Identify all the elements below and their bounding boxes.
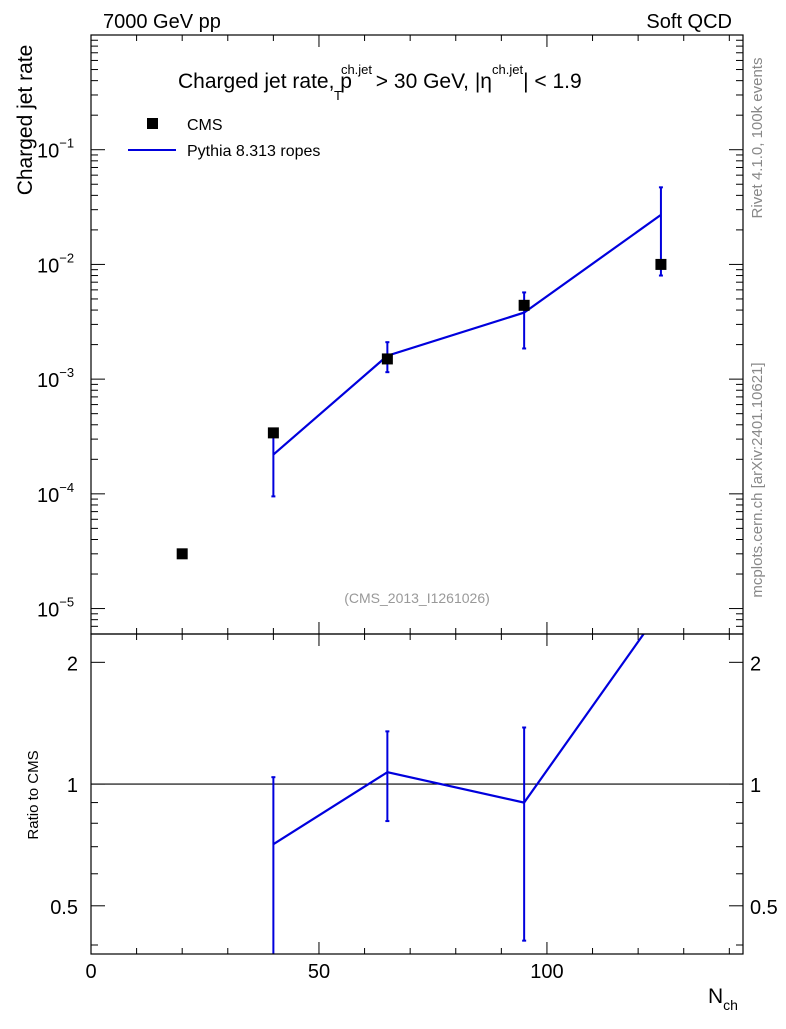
cms-data-point (381, 353, 393, 365)
x-tick-label: 100 (530, 961, 563, 983)
main-y-tick-label: 10−5 (37, 595, 74, 622)
main-y-tick-label: 10−3 (37, 365, 74, 392)
main-axis-ticks (90, 34, 743, 635)
ratio-y-tick-label-left: 1 (67, 775, 78, 797)
x-axis-title: Nch (708, 985, 738, 1013)
tick-label-exponent: −1 (59, 136, 74, 151)
header-left: 7000 GeV pp (103, 11, 221, 33)
header-right: Soft QCD (646, 11, 732, 33)
tick-label-base: 10 (37, 600, 59, 622)
ratio-y-axis-title: Ratio to CMS (25, 750, 42, 839)
title-eta-sup: ch.jet (492, 62, 523, 77)
ratio-y-tick-label-right: 2 (750, 653, 761, 675)
cms-data-point (176, 548, 188, 560)
tick-labels: 10−510−410−310−210−10.5 0.51 12 20 50 100 (37, 136, 778, 983)
main-y-tick-label: 10−4 (37, 480, 74, 507)
main-y-axis-title: Charged jet rate (14, 45, 37, 196)
cms-data-point (655, 258, 667, 270)
ratio-y-tick-label-left: 2 (67, 653, 78, 675)
rivet-label: Rivet 4.1.0, 100k events (749, 58, 766, 219)
legend-cms-label: CMS (187, 117, 223, 134)
main-plot-area (176, 186, 667, 560)
ratio-y-tick-label-right: 1 (750, 775, 761, 797)
main-y-tick-label: 10−2 (37, 250, 74, 277)
title-p-sub: T (334, 88, 342, 103)
legend-pythia-label: Pythia 8.313 ropes (187, 143, 320, 160)
ratio-plot-area (91, 634, 743, 954)
title-part-pre: Charged jet rate, p (178, 70, 352, 93)
x-axis-title-sub: ch (723, 997, 738, 1013)
mcplots-label: mcplots.cern.ch [arXiv:2401.10621] (749, 362, 766, 597)
tick-label-base: 10 (37, 370, 59, 392)
ratio-y-tick-label-right: 0.5 (750, 897, 778, 919)
tick-label-base: 10 (37, 141, 59, 163)
x-tick-label: 50 (308, 961, 330, 983)
tick-label-exponent: −2 (59, 250, 74, 265)
tick-label-exponent: −3 (59, 365, 74, 380)
ratio-y-tick-label-left: 0.5 (50, 897, 78, 919)
x-tick-label: 0 (85, 961, 96, 983)
cms-data-point (518, 299, 530, 311)
analysis-watermark: (CMS_2013_I1261026) (344, 590, 490, 606)
tick-label-exponent: −5 (59, 595, 74, 610)
legend-cms-marker (147, 118, 158, 129)
tick-label-base: 10 (37, 485, 59, 507)
tick-label-base: 10 (37, 255, 59, 277)
ratio-plot-frame (90, 633, 744, 955)
cms-data-point (267, 427, 279, 439)
pythia-line (272, 214, 662, 456)
title-part-post: | < 1.9 (523, 70, 582, 93)
ratio-axis-ticks (90, 634, 743, 954)
main-y-tick-label: 10−1 (37, 136, 74, 163)
title-p-sup: ch.jet (341, 62, 372, 77)
x-axis-title-base: N (708, 985, 723, 1008)
ratio-line (272, 634, 645, 846)
title-part-mid: > 30 GeV, |η (370, 70, 492, 93)
tick-label-exponent: −4 (59, 480, 74, 495)
chart-title: Charged jet rate, pch.jet T > 30 GeV, |ηc… (178, 62, 582, 103)
